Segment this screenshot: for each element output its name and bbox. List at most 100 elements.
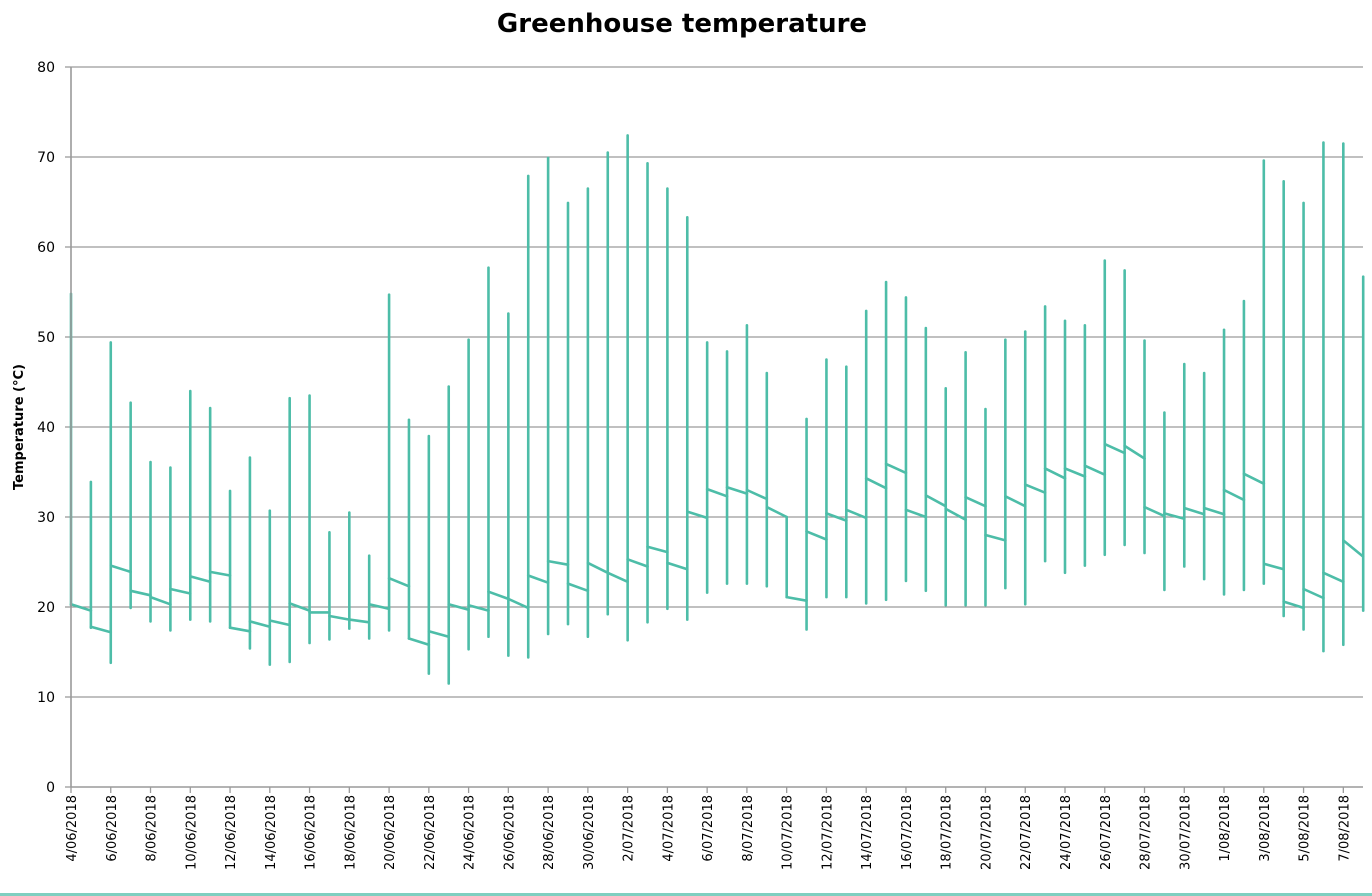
day-trend-segment (387, 576, 411, 588)
x-tick-label: 24/06/2018 (463, 795, 478, 870)
x-axis-ticks: 4/06/2018 6/06/2018 8/06/2018 10/06/2018 12/… (65, 787, 1352, 870)
day-trend-segment (149, 595, 172, 606)
day-trend-segment (1202, 506, 1226, 516)
day-trend-segment (328, 614, 351, 621)
day-trend-segment (904, 508, 928, 519)
day-trend-segment (109, 564, 132, 574)
x-tick-label: 16/06/2018 (304, 795, 319, 870)
x-tick-label: 30/06/2018 (582, 795, 597, 870)
day-trend-segment (169, 587, 192, 595)
x-tick-label: 12/06/2018 (224, 795, 239, 870)
day-trend-segment (1143, 505, 1166, 518)
day-trend-segment (208, 570, 232, 577)
day-trend-segment (884, 462, 908, 475)
day-trend-segment (129, 589, 152, 597)
day-trend-segment (447, 602, 470, 612)
y-tick-label: 0 (46, 780, 55, 796)
day-trend-segment (1163, 512, 1186, 521)
y-tick-label: 10 (37, 690, 55, 706)
day-trend-segment (268, 619, 291, 627)
y-tick-label: 60 (37, 240, 55, 256)
x-tick-label: 26/06/2018 (502, 795, 517, 870)
day-trend-segment (845, 508, 868, 520)
axes (70, 67, 1363, 788)
day-trend-segment (288, 602, 311, 612)
x-tick-label: 28/06/2018 (542, 795, 557, 870)
day-trend-segment (1004, 494, 1027, 508)
day-trend-segment (467, 603, 490, 612)
day-trend-segment (1103, 442, 1126, 455)
x-tick-label: 14/06/2018 (264, 795, 279, 870)
x-tick-label: 1/08/2018 (1218, 795, 1233, 862)
x-tick-label: 28/07/2018 (1139, 795, 1154, 870)
x-tick-label: 10/06/2018 (184, 795, 199, 870)
day-trend-segment (89, 625, 113, 634)
day-trend-segment (745, 488, 769, 501)
temperature-series (69, 134, 1365, 685)
day-trend-segment (1222, 488, 1246, 502)
day-trend-segment (1083, 464, 1107, 477)
day-trend-segment (526, 574, 550, 585)
x-tick-label: 18/06/2018 (343, 795, 358, 870)
day-trend-segment (1302, 587, 1325, 600)
day-trend-segment (188, 575, 212, 584)
day-trend-segment (566, 582, 590, 593)
day-trend-segment (1242, 472, 1266, 486)
x-tick-label: 4/06/2018 (65, 795, 80, 862)
day-trend-segment (427, 629, 451, 639)
day-trend-segment (1282, 600, 1305, 610)
day-trend-segment (367, 602, 391, 611)
x-tick-label: 5/08/2018 (1298, 795, 1313, 862)
day-trend-segment (407, 637, 431, 647)
x-tick-label: 6/06/2018 (105, 795, 120, 862)
day-trend-segment (825, 512, 848, 522)
day-trend-segment (546, 559, 570, 567)
day-trend-segment (1182, 506, 1206, 516)
day-trend-segment (666, 561, 689, 571)
day-trend-segment (725, 485, 749, 495)
day-trend-segment (586, 561, 610, 575)
day-trend-segment (348, 618, 371, 624)
day-trend-segment (805, 530, 828, 541)
x-tick-label: 4/07/2018 (661, 795, 676, 862)
y-tick-label: 80 (37, 60, 55, 76)
day-trend-segment (1043, 467, 1067, 480)
y-tick-label: 40 (37, 420, 55, 436)
day-trend-segment (507, 597, 530, 610)
day-trend-segment (487, 590, 510, 601)
day-trend-segment (924, 494, 948, 508)
x-tick-label: 8/06/2018 (145, 795, 160, 862)
day-trend-segment (646, 545, 669, 554)
x-tick-label: 20/07/2018 (979, 795, 994, 870)
day-trend-segment (785, 595, 808, 603)
chart-title: Greenhouse temperature (497, 9, 867, 39)
x-tick-label: 3/08/2018 (1258, 795, 1273, 862)
y-tick-label: 70 (37, 150, 55, 166)
day-trend-segment (964, 495, 987, 508)
day-trend-segment (626, 557, 649, 568)
x-tick-label: 8/07/2018 (741, 795, 756, 862)
day-trend-segment (1123, 444, 1146, 460)
x-tick-label: 2/07/2018 (622, 795, 637, 862)
day-trend-segment (1322, 571, 1345, 584)
gridlines (71, 66, 1363, 698)
x-tick-label: 6/07/2018 (701, 795, 716, 862)
day-trend-segment (1342, 539, 1365, 558)
day-trend-segment (765, 505, 788, 519)
y-tick-label: 50 (37, 330, 55, 346)
x-tick-label: 10/07/2018 (781, 795, 796, 870)
x-tick-label: 20/06/2018 (383, 795, 398, 870)
y-axis-ticks: 0 10 20 30 40 50 60 70 80 (37, 60, 71, 796)
x-tick-label: 24/07/2018 (1059, 795, 1074, 870)
x-tick-label: 26/07/2018 (1099, 795, 1114, 870)
y-axis-label: Temperature (°C) (12, 364, 27, 490)
day-trend-segment (1023, 483, 1047, 495)
day-trend-segment (606, 571, 629, 584)
day-trend-segment (248, 620, 272, 629)
y-tick-label: 30 (37, 510, 55, 526)
x-tick-label: 22/07/2018 (1019, 795, 1034, 870)
day-trend-segment (984, 533, 1007, 542)
y-tick-label: 20 (37, 600, 55, 616)
day-trend-segment (1262, 562, 1285, 571)
